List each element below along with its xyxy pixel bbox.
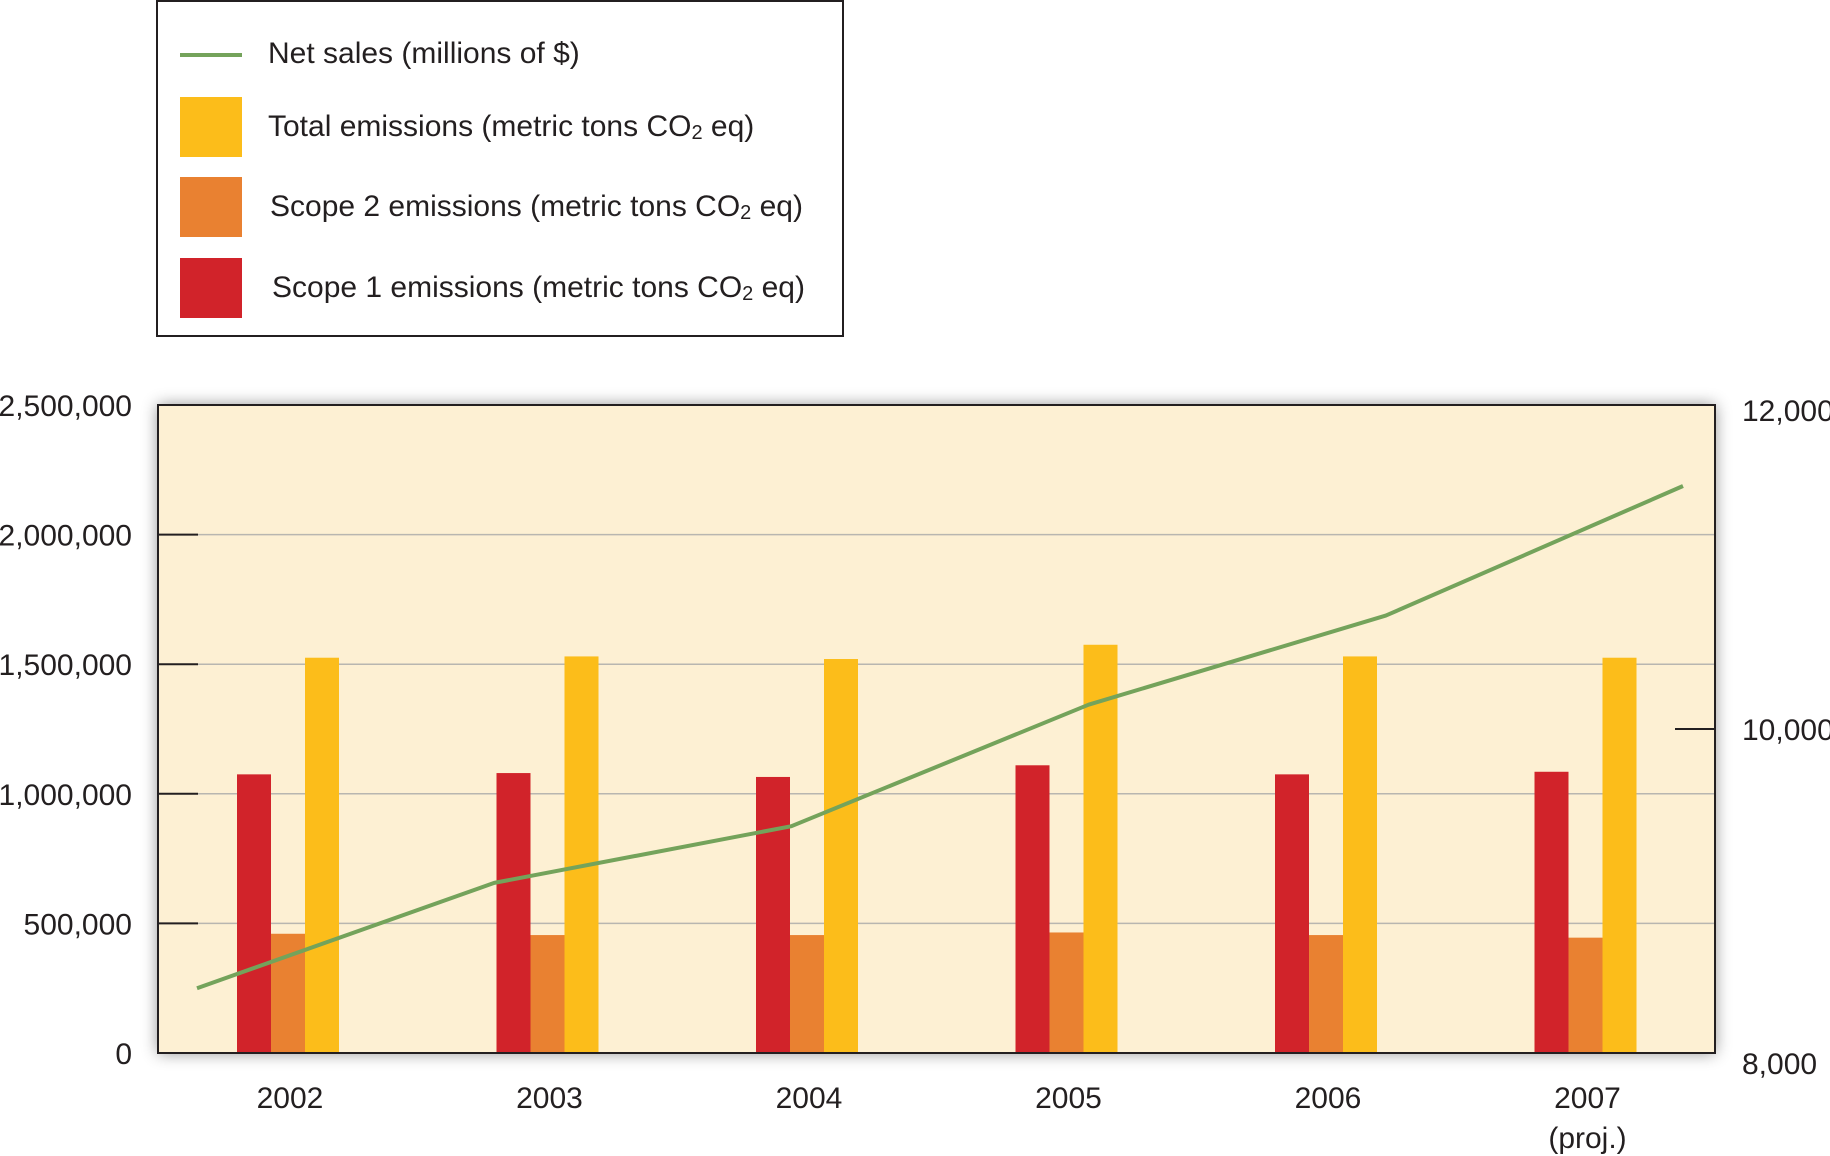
legend-swatch-total (180, 97, 242, 157)
x-ticks: 2002 2003 2004 2005 2006 2007 (proj.) (257, 1082, 1627, 1155)
legend-label-scope1: Scope 1 emissions (metric tons CO2 eq) (272, 271, 805, 305)
bar-total-2004 (824, 659, 858, 1053)
legend: Net sales (millions of $) Total emission… (156, 0, 844, 337)
legend-swatch-scope1 (180, 258, 242, 318)
bar-total-2002 (305, 657, 339, 1053)
bar-total-2006 (1343, 656, 1377, 1053)
y-left-tick-label: 1,000,000 (0, 779, 132, 812)
bar-total-2007 (1602, 657, 1637, 1053)
y-right-tick-label: 12,000 (1742, 395, 1830, 428)
bar-scope2-2004 (790, 935, 824, 1053)
legend-label-total: Total emissions (metric tons CO2 eq) (268, 110, 755, 144)
y-left-tick-label: 2,000,000 (0, 520, 132, 553)
bar-total-2003 (564, 656, 599, 1053)
bar-scope1-2005 (1015, 765, 1050, 1053)
y-right-tick-label: 10,000 (1742, 714, 1830, 747)
bar-total-2005 (1083, 644, 1118, 1053)
y-left-ticks: 0 500,000 1,000,000 1,500,000 2,000,000 2,500… (0, 390, 198, 1071)
bar-scope2-2003 (530, 935, 565, 1053)
gridlines (158, 533, 1715, 925)
bar-scope2-2007 (1568, 937, 1603, 1053)
plot-area (158, 405, 1715, 1053)
x-tick-label: 2005 (1035, 1082, 1102, 1115)
x-tick-label: 2004 (776, 1082, 843, 1115)
legend-line-net-sales (180, 53, 242, 57)
legend-label-net-sales: Net sales (millions of $) (268, 37, 580, 70)
x-tick-label: 2007 (1554, 1082, 1621, 1115)
bars (237, 644, 1637, 1053)
legend-swatch-scope2 (180, 177, 242, 237)
bar-scope1-2002 (237, 774, 271, 1053)
x-tick-label: 2002 (257, 1082, 324, 1115)
x-tick-label: 2006 (1295, 1082, 1362, 1115)
bar-scope1-2004 (756, 776, 790, 1053)
bar-scope2-2006 (1309, 935, 1343, 1053)
legend-label-scope2: Scope 2 emissions (metric tons CO2 eq) (270, 190, 803, 224)
y-left-tick-label: 500,000 (24, 908, 132, 941)
net-sales-line (196, 484, 1684, 991)
bar-scope1-2007 (1534, 771, 1569, 1053)
x-tick-label: 2003 (516, 1082, 583, 1115)
y-left-tick-label: 1,500,000 (0, 649, 132, 682)
x-tick-sublabel: (proj.) (1548, 1122, 1626, 1155)
y-left-tick-label: 2,500,000 (0, 390, 132, 423)
bar-scope1-2003 (496, 773, 531, 1053)
y-right-tick-label: 8,000 (1742, 1048, 1817, 1081)
bar-scope2-2005 (1049, 932, 1084, 1053)
y-left-tick-label: 0 (115, 1038, 132, 1071)
bar-scope1-2006 (1275, 774, 1309, 1053)
y-right-ticks: 8,000 10,000 12,000 (1675, 395, 1830, 1081)
